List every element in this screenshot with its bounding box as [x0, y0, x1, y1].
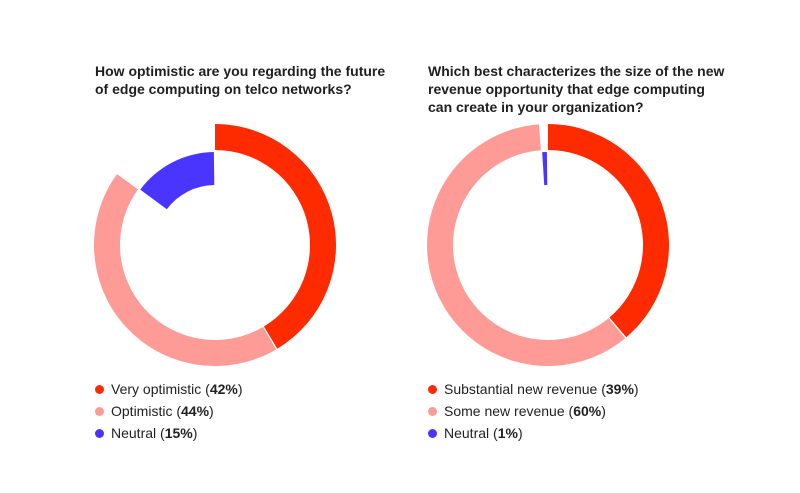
legend-value: 42%: [209, 381, 238, 397]
legend: Substantial new revenue (39%) Some new r…: [428, 378, 639, 444]
legend-value: 44%: [181, 403, 210, 419]
legend-value: 60%: [573, 403, 602, 419]
legend-label: Neutral: [444, 425, 490, 441]
legend-value: 39%: [605, 381, 634, 397]
donut-chart: [426, 124, 669, 367]
legend-item: Some new revenue (60%): [428, 400, 639, 422]
legend-label: Neutral: [111, 425, 157, 441]
donut-slice-2: [94, 174, 277, 366]
donut-chart: [94, 124, 336, 366]
legend-marker: [428, 428, 437, 438]
legend-marker: [95, 384, 104, 394]
legend-item: Substantial new revenue (39%): [428, 378, 639, 400]
legend-marker: [428, 406, 437, 416]
donut-slice-1: [215, 124, 336, 349]
legend-marker: [95, 406, 104, 416]
chart-title: How optimistic are you regarding the fut…: [95, 63, 386, 97]
legend-value: 15%: [164, 425, 193, 441]
legend-marker: [95, 428, 104, 438]
legend-item: Neutral (1%): [428, 422, 639, 444]
legend-label: Substantial new revenue: [444, 381, 598, 397]
legend-item: Optimistic (44%): [95, 400, 243, 422]
legend-marker: [428, 384, 437, 394]
legend-item: Neutral (15%): [95, 422, 243, 444]
legend-label: Some new revenue: [444, 403, 565, 419]
donut-slice-2: [426, 124, 626, 367]
chart-panel-optimism: How optimistic are you regarding the fut…: [94, 0, 425, 493]
chart-title: Which best characterizes the size of the…: [428, 63, 725, 115]
legend-item: Very optimistic (42%): [95, 378, 243, 400]
legend-value: 1%: [497, 425, 518, 441]
legend-label: Optimistic: [111, 403, 173, 419]
legend: Very optimistic (42%) Optimistic (44%) N…: [95, 378, 243, 444]
donut-slice-3: [542, 152, 548, 186]
legend-label: Very optimistic: [111, 381, 202, 397]
chart-panel-revenue: Which best characterizes the size of the…: [426, 0, 758, 493]
donut-slice-1: [548, 124, 669, 338]
donut-slice-3: [140, 152, 215, 210]
